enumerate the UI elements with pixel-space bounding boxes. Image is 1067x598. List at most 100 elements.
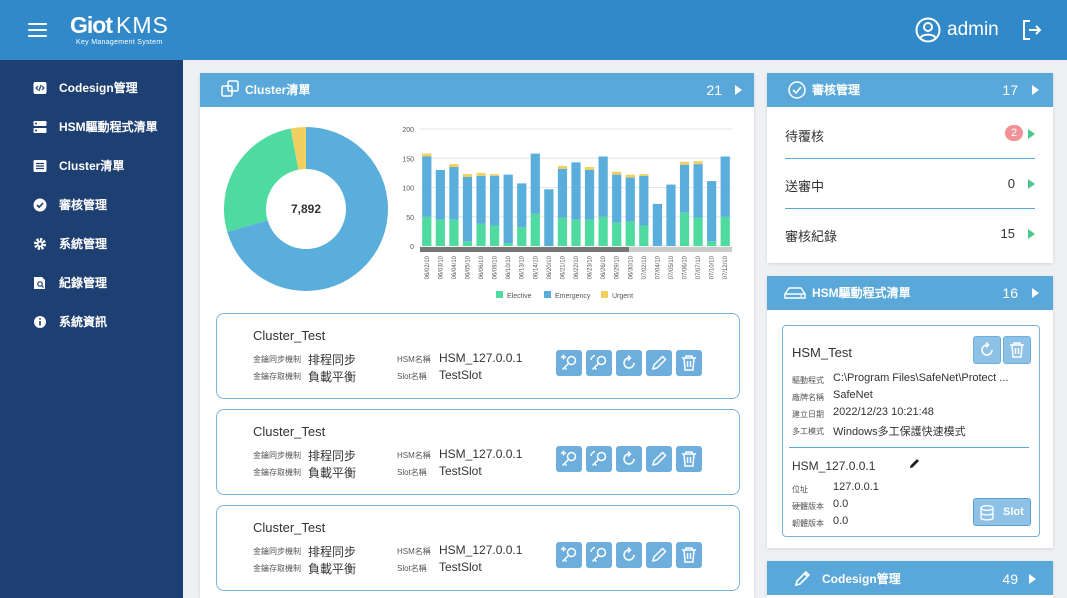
x-tick-label: 06/26/10 (601, 255, 607, 279)
slot-value: TestSlot (439, 464, 482, 478)
cluster-more-arrow[interactable] (735, 85, 742, 95)
database-icon (980, 505, 994, 521)
sidebar-item-cluster[interactable]: Cluster清單 (0, 148, 183, 184)
key-plus-icon (561, 354, 577, 371)
refresh-button[interactable] (616, 542, 642, 568)
mode-label: 多工模式 (792, 427, 824, 436)
bar-urgent (679, 161, 690, 165)
legend-label: Urgent (612, 293, 633, 300)
add-key-button[interactable] (556, 542, 582, 568)
review-row-submitted[interactable]: 送審中 0 (785, 159, 1035, 209)
logo-kms: KMS (116, 12, 169, 38)
delete-button[interactable] (676, 446, 702, 472)
hsm-panel-header: HSM驅動程式清單 16 (767, 276, 1053, 310)
hdd-icon (784, 287, 806, 299)
x-tick-label: 07/04/10 (655, 255, 661, 279)
cluster-card[interactable]: Cluster_Test 金鑰同步機制 排程同步 金鑰存取機制 負載平衡 HSM… (216, 505, 740, 591)
slot-button[interactable]: Slot (973, 498, 1031, 526)
sidebar-item-info[interactable]: 系統資訊 (0, 304, 183, 340)
scrollbar-thumb[interactable] (420, 247, 630, 252)
info-icon (34, 316, 46, 328)
hsm-card[interactable]: HSM_Test 驅動程式 C:\Program Files\SafeNet\P… (782, 325, 1040, 537)
bar-elective (489, 225, 500, 246)
access-value: 負載平衡 (308, 466, 357, 480)
edit-button[interactable] (646, 542, 672, 568)
sidebar-item-log[interactable]: 紀錄管理 (0, 265, 183, 301)
x-tick-label: 07/12/10 (723, 255, 729, 279)
edit-pencil-icon[interactable] (909, 457, 921, 469)
add-key-button[interactable] (556, 350, 582, 376)
key-sync-icon (590, 546, 607, 563)
legend-swatch-elective (496, 291, 503, 298)
hsm-label: HSM名稱 (397, 451, 431, 460)
cluster-card[interactable]: Cluster_Test 金鑰同步機制 排程同步 金鑰存取機制 負載平衡 HSM… (216, 409, 740, 495)
driver-label: 驅動程式 (792, 376, 824, 385)
gear-icon (34, 238, 46, 250)
x-tick-label: 06/05/10 (465, 255, 471, 279)
codesign-panel-title: Codesign管理 (822, 572, 901, 586)
file-search-icon (34, 277, 45, 289)
add-key-button[interactable] (556, 446, 582, 472)
access-label: 金鑰存取機制 (253, 564, 301, 573)
fw-value: 0.0 (833, 515, 849, 527)
trash-icon (682, 547, 696, 563)
legend-label: Emergency (555, 293, 591, 300)
scrollbar-track[interactable] (629, 247, 732, 252)
sidebar-item-review[interactable]: 審核管理 (0, 187, 183, 223)
sidebar-item-codesign[interactable]: Codesign管理 (0, 70, 183, 106)
bar-elective (462, 241, 473, 246)
hsm-more-arrow[interactable] (1032, 288, 1039, 298)
row-arrow-icon[interactable] (1028, 229, 1035, 239)
review-more-arrow[interactable] (1032, 85, 1039, 95)
refresh-button[interactable] (616, 446, 642, 472)
bar-urgent (557, 165, 568, 169)
cluster-card[interactable]: Cluster_Test 金鑰同步機制 排程同步 金鑰存取機制 負載平衡 HSM… (216, 313, 740, 399)
divider (789, 447, 1029, 448)
cluster-name: Cluster_Test (253, 328, 326, 343)
review-row-value: 0 (1007, 176, 1015, 191)
app-logo[interactable]: Giot KMS Key Management System (70, 11, 210, 49)
bar-emergency (707, 181, 717, 242)
bar-emergency (489, 175, 500, 226)
sync-key-button[interactable] (586, 542, 612, 568)
delete-button[interactable] (676, 542, 702, 568)
refresh-icon (623, 546, 635, 561)
slot-label: Slot名稱 (397, 468, 427, 477)
review-panel-header: 審核管理 17 (767, 73, 1053, 107)
x-tick-label: 06/10/10 (506, 255, 512, 279)
review-row-pending[interactable]: 待覆核 2 (785, 109, 1035, 159)
logout-icon[interactable] (1021, 18, 1043, 42)
cluster-panel-header: Cluster清單 21 (200, 73, 754, 107)
refresh-button[interactable] (973, 336, 1001, 364)
edit-button[interactable] (646, 446, 672, 472)
sidebar-item-label: 系統資訊 (59, 315, 108, 329)
key-plus-icon (561, 450, 577, 467)
cluster-icon (221, 80, 239, 97)
bar-emergency (462, 176, 473, 242)
menu-icon[interactable] (28, 22, 48, 38)
logo-subtitle: Key Management System (76, 39, 163, 46)
sidebar-item-system[interactable]: 系統管理 (0, 226, 183, 262)
review-row-value: 15 (1000, 226, 1015, 241)
bar-elective (693, 217, 703, 246)
slot-button-label: Slot (1003, 506, 1024, 518)
delete-button[interactable] (1003, 336, 1031, 364)
sidebar-item-label: 紀錄管理 (59, 276, 108, 290)
row-arrow-icon[interactable] (1028, 179, 1035, 189)
codesign-more-arrow[interactable] (1029, 574, 1036, 584)
sync-key-button[interactable] (586, 350, 612, 376)
user-menu[interactable]: admin (915, 16, 999, 44)
trash-icon (682, 451, 696, 467)
row-arrow-icon[interactable] (1028, 129, 1035, 139)
sync-key-button[interactable] (586, 446, 612, 472)
delete-button[interactable] (676, 350, 702, 376)
bar-urgent (693, 161, 703, 165)
sidebar-item-hsm[interactable]: HSM驅動程式清單 (0, 109, 183, 145)
review-row-history[interactable]: 審核紀錄 15 (785, 209, 1035, 259)
top-bar: Giot KMS Key Management System admin (0, 0, 1067, 60)
review-row-label: 待覆核 (785, 129, 825, 144)
x-tick-label: 06/02/10 (425, 255, 431, 279)
y-tick-label: 50 (406, 215, 414, 222)
edit-button[interactable] (646, 350, 672, 376)
refresh-button[interactable] (616, 350, 642, 376)
